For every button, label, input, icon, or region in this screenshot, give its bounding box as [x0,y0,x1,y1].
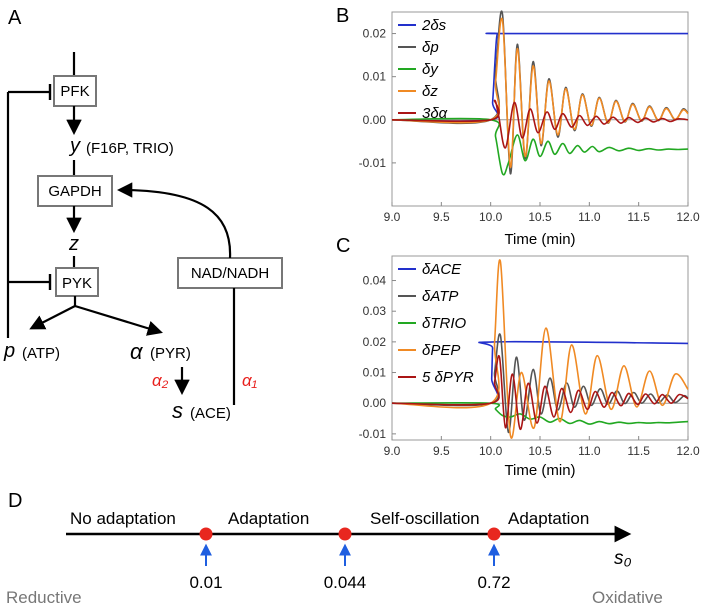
legend-label-2: δTRIO [422,315,466,332]
y-tick-label: -0.01 [359,156,387,170]
y-tick-label: 0.01 [363,366,387,380]
plot-c-axes: 9.0 9.5 10.0 10.5 11.0 11.5 12.0 0.04 0.03 0.02 0.… [359,274,700,458]
region-adaptation-1: Adaptation [228,509,309,528]
oxidative-label: Oxidative [592,588,663,607]
y-tick-label: 0.01 [363,70,387,84]
series-line-4 [391,354,689,431]
panel-b: B 9.0 9.5 10.0 10.5 11.0 11.5 12.0 0.02 0.01 0.00… [336,5,700,248]
alpha2-label: α₂ [152,371,169,390]
x-tick-label: 9.0 [384,210,401,224]
y-variable: y [68,135,81,157]
nad-to-gapdh-arrow [116,182,232,259]
s-variable: s [172,398,183,423]
threshold-value-1: 0.01 [189,573,222,592]
series-line-2 [391,401,689,425]
panel-d: D No adaptation Adaptation Self-oscillat… [6,490,663,607]
legend-label-0: 2δs [421,17,447,34]
series-line-3 [391,259,689,439]
x-tick-label: 10.0 [479,210,503,224]
x-tick-label: 10.5 [528,444,552,458]
series-line-4 [391,99,689,149]
y-tick-label: -0.01 [359,427,387,441]
s-description: (ACE) [190,405,231,422]
y-tick-label: 0.02 [363,27,387,41]
x-tick-label: 9.5 [433,210,450,224]
legend-label-1: δp [422,39,439,56]
region-self-oscillation: Self-oscillation [370,509,480,528]
nad-label: NAD/NADH [191,265,269,282]
threshold-point-3 [487,527,501,541]
x-tick-label: 10.5 [528,210,552,224]
alpha-description: (PYR) [150,345,191,362]
panel-label-c: C [336,235,350,257]
legend-label-4: 3δα [422,105,448,122]
legend-label-2: δy [422,61,439,78]
panel-label-a: A [8,7,22,29]
y-description: (F16P, TRIO) [86,140,174,157]
alpha1-label: α₁ [242,371,257,390]
panel-c: C 9.0 9.5 10.0 10.5 11.0 11.5 12.0 0.04 0.03 0.02… [336,235,700,479]
panel-a: A PFK y (F16P, TRIO) GAPDH z PYK p (ATP)… [3,7,283,423]
plot-b-axes: 9.0 9.5 10.0 10.5 11.0 11.5 12.0 0.02 0.01 0.00 -0… [359,27,700,224]
pyk-to-alpha-arrow [74,304,163,336]
gapdh-box [37,175,113,207]
x-tick-label: 9.5 [433,444,450,458]
x-tick-label: 11.5 [627,444,650,458]
plot-c-series [391,259,689,439]
region-adaptation-2: Adaptation [508,509,589,528]
reductive-label: Reductive [6,588,82,607]
x-tick-label: 11.5 [627,210,650,224]
panel-label-d: D [8,490,22,512]
y-tick-label: 0.03 [363,304,387,318]
legend-label-0: δACE [422,261,462,278]
series-line-3 [391,17,689,169]
threshold-point-1 [199,527,213,541]
legend-label-4: 5 δPYR [422,369,474,386]
x-tick-label: 11.0 [578,444,601,458]
p-variable: p [3,340,15,362]
pyk-label: PYK [62,275,92,292]
legend-label-3: δPEP [422,342,460,359]
x-tick-label: 12.0 [676,210,700,224]
legend-label-1: δATP [422,288,458,305]
p-description: (ATP) [22,345,60,362]
threshold-value-2: 0.044 [324,573,367,592]
plot-b-xlabel: Time (min) [504,231,575,248]
threshold-value-3: 0.72 [477,573,510,592]
x-tick-label: 12.0 [676,444,700,458]
plot-b-legend: 2δs δp δy δz 3δα [398,17,448,122]
pfk-label: PFK [60,83,89,100]
alpha-variable: α [130,339,144,364]
x-tick-label: 10.0 [479,444,503,458]
plot-c-xlabel: Time (min) [504,462,575,479]
legend-label-3: δz [422,83,438,100]
x-tick-label: 9.0 [384,444,401,458]
threshold-point-2 [338,527,352,541]
gapdh-label: GAPDH [48,183,101,200]
region-no-adaptation: No adaptation [70,509,176,528]
plot-b-series [391,10,689,176]
pyk-box [55,267,99,297]
s0-axis-label: s₀ [614,548,632,569]
pyk-to-p-arrow [29,305,76,330]
y-tick-label: 0.00 [363,113,387,127]
series-line-2 [391,117,689,176]
y-tick-label: 0.04 [363,274,387,288]
y-tick-label: 0.00 [363,396,387,410]
x-tick-label: 11.0 [578,210,601,224]
y-tick-label: 0.02 [363,335,387,349]
z-variable: z [68,233,79,255]
plot-c-legend: δACE δATP δTRIO δPEP 5 δPYR [398,261,474,386]
panel-label-b: B [336,5,349,27]
